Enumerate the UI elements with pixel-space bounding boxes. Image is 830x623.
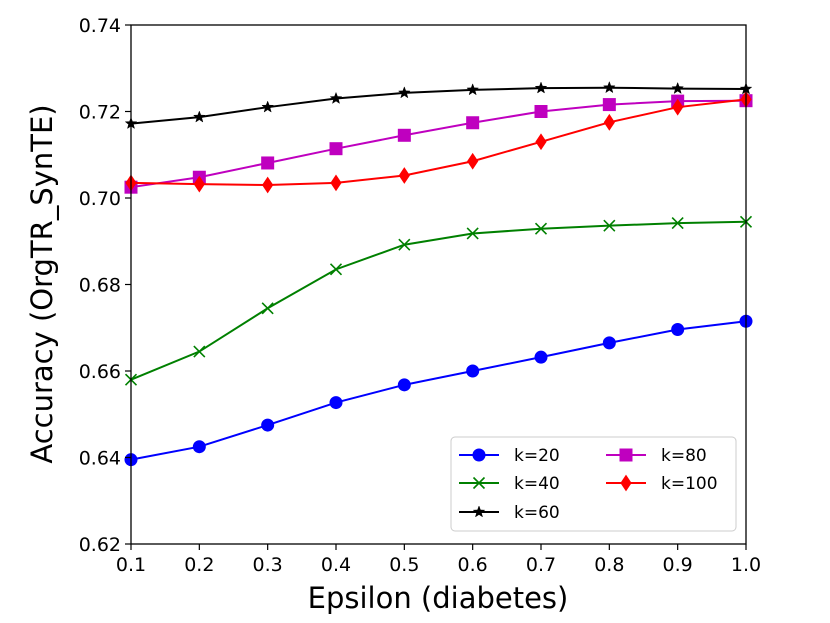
x-tick-label: 0.9: [663, 554, 693, 576]
x-axis-label: Epsilon (diabetes): [308, 581, 569, 615]
x-tick-label: 0.2: [184, 554, 214, 576]
legend-marker-k-60: [472, 505, 486, 518]
data-point-k-60-3: [329, 91, 343, 104]
data-point-k-100-7: [603, 113, 615, 131]
data-point-k-20-6: [534, 350, 548, 364]
data-point-k-60-6: [534, 81, 548, 94]
legend-marker-k-80: [619, 448, 633, 462]
data-point-k-60-8: [671, 81, 685, 95]
data-point-k-100-3: [330, 174, 342, 192]
data-point-k-80-2: [261, 156, 275, 170]
legend-box: [450, 436, 737, 532]
series-line-k-60: [130, 86, 747, 125]
data-point-k-40-5: [466, 227, 479, 240]
y-tick-label: 0.64: [79, 448, 121, 470]
series-line-k-80: [130, 99, 747, 189]
data-point-k-100-4: [398, 167, 410, 184]
legend: k=20 k=40 k=60 k=80 k=100: [450, 436, 737, 532]
data-point-k-100-6: [535, 133, 547, 151]
data-point-k-40-8: [671, 217, 684, 230]
data-point-k-20-4: [397, 378, 411, 392]
x-tick-label: 0.7: [526, 554, 556, 576]
y-axis-label: Accuracy (OrgTR_SynTE): [25, 104, 59, 463]
data-point-k-40-2: [261, 302, 274, 315]
x-tick-label: 0.1: [116, 554, 146, 576]
legend-label-k-20: k=20: [514, 446, 560, 466]
x-tick-label: 0.3: [253, 554, 283, 576]
y-tick-label: 0.70: [79, 188, 121, 210]
data-point-k-20-5: [466, 364, 480, 378]
y-tick-label: 0.74: [79, 15, 121, 37]
legend-marker-k-20: [472, 448, 486, 462]
data-point-k-20-7: [602, 336, 616, 350]
data-point-k-60-7: [602, 80, 616, 94]
data-point-k-60-2: [261, 100, 275, 113]
data-point-k-60-4: [397, 86, 411, 99]
series-line-k-20: [130, 320, 747, 461]
data-point-k-80-3: [329, 142, 343, 156]
x-tick-label: 0.8: [594, 554, 624, 576]
legend-label-k-40: k=40: [514, 474, 560, 494]
data-point-k-40-3: [329, 263, 343, 276]
x-tick-label: 0.4: [321, 554, 351, 576]
data-point-k-60-1: [192, 110, 206, 123]
legend-label-k-80: k=80: [661, 446, 707, 466]
x-tick-label: 0.6: [458, 554, 488, 576]
data-point-k-100-2: [262, 176, 274, 194]
data-point-k-100-1: [193, 175, 205, 193]
legend-marker-k-40: [472, 476, 486, 490]
data-point-k-20-1: [192, 440, 206, 454]
data-point-k-80-4: [397, 128, 411, 142]
data-point-k-100-8: [672, 98, 684, 116]
data-point-k-20-8: [671, 322, 685, 336]
y-tick-label: 0.68: [79, 275, 121, 297]
legend-label-k-100: k=100: [661, 474, 718, 494]
data-point-k-40-1: [193, 345, 206, 358]
data-point-k-80-5: [466, 116, 480, 130]
data-point-k-20-3: [329, 396, 343, 410]
legend-label-k-60: k=60: [514, 503, 560, 523]
data-point-k-40-4: [398, 238, 411, 251]
data-point-k-40-7: [603, 219, 616, 232]
legend-marker-k-100: [620, 474, 632, 492]
data-point-k-80-6: [534, 105, 548, 118]
y-tick-label: 0.72: [79, 102, 121, 124]
data-point-k-20-2: [261, 418, 275, 432]
y-tick-label: 0.62: [79, 534, 121, 556]
data-point-k-60-5: [466, 83, 480, 96]
data-point-k-100-5: [467, 152, 479, 170]
ticks-layer: 0.1 0.2 0.3 0.4 0.5 0.6 0.7 0.8 0.9 1.0 0.62 0.64 0.…: [79, 15, 761, 576]
series-line-k-100: [130, 98, 747, 187]
data-point-k-80-7: [602, 98, 616, 112]
x-tick-label: 0.5: [389, 554, 419, 576]
data-point-k-40-6: [534, 222, 548, 235]
series-layer: [124, 80, 753, 467]
x-tick-label: 1.0: [731, 554, 761, 576]
y-tick-label: 0.66: [79, 361, 121, 383]
series-line-k-40: [130, 220, 747, 381]
